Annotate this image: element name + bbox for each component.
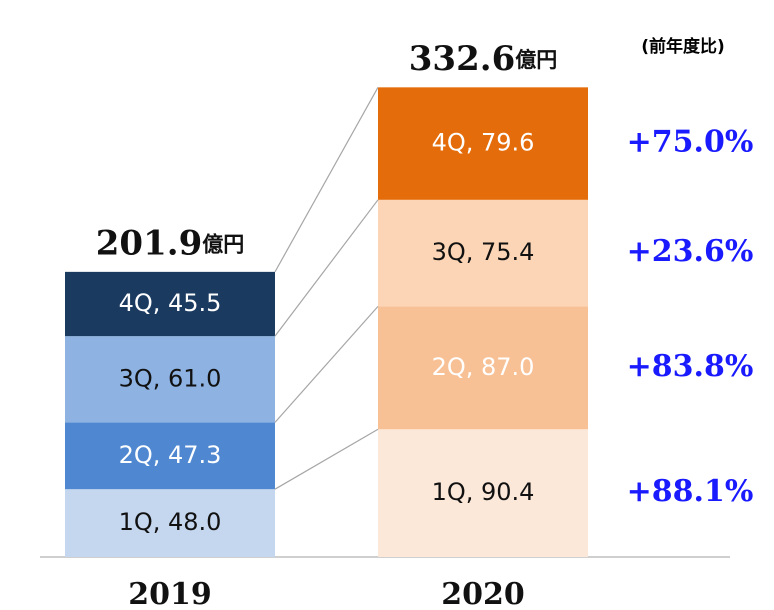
segment-label: 3Q, 75.4 xyxy=(432,238,535,266)
segment-label: 4Q, 45.5 xyxy=(119,289,222,317)
bar-segment xyxy=(378,306,588,430)
total-label: 201.9億円 xyxy=(96,224,244,264)
bar-segment xyxy=(378,429,588,557)
total-value: 332.6 xyxy=(409,39,515,79)
category-label: 2020 xyxy=(441,577,525,610)
growth-label: +23.6% xyxy=(627,234,754,269)
bar-segment xyxy=(65,422,275,490)
segment-label: 4Q, 79.6 xyxy=(432,129,535,157)
bar-segment xyxy=(65,271,275,337)
bar-segment xyxy=(65,336,275,423)
growth-note: (前年度比) xyxy=(641,36,725,57)
segment-label: 1Q, 48.0 xyxy=(119,508,222,536)
bar-segment xyxy=(378,199,588,307)
growth-label: +83.8% xyxy=(627,349,754,384)
total-value: 201.9 xyxy=(96,224,202,264)
growth-label: +75.0% xyxy=(627,125,754,160)
connector xyxy=(274,305,379,423)
total-unit: 億円 xyxy=(202,233,244,257)
segment-label: 3Q, 61.0 xyxy=(119,364,222,392)
connector xyxy=(274,428,379,490)
segment-label: 1Q, 90.4 xyxy=(432,478,535,506)
segment-label: 2Q, 87.0 xyxy=(432,353,535,381)
growth-label: +88.1% xyxy=(627,474,754,509)
total-unit: 億円 xyxy=(515,48,557,72)
connector xyxy=(274,87,379,273)
total-label: 332.6億円 xyxy=(409,39,557,79)
connector xyxy=(274,199,379,337)
bar-segment xyxy=(65,489,275,557)
bar-segment xyxy=(378,87,588,200)
category-label: 2019 xyxy=(128,577,212,610)
segment-label: 2Q, 47.3 xyxy=(119,441,222,469)
